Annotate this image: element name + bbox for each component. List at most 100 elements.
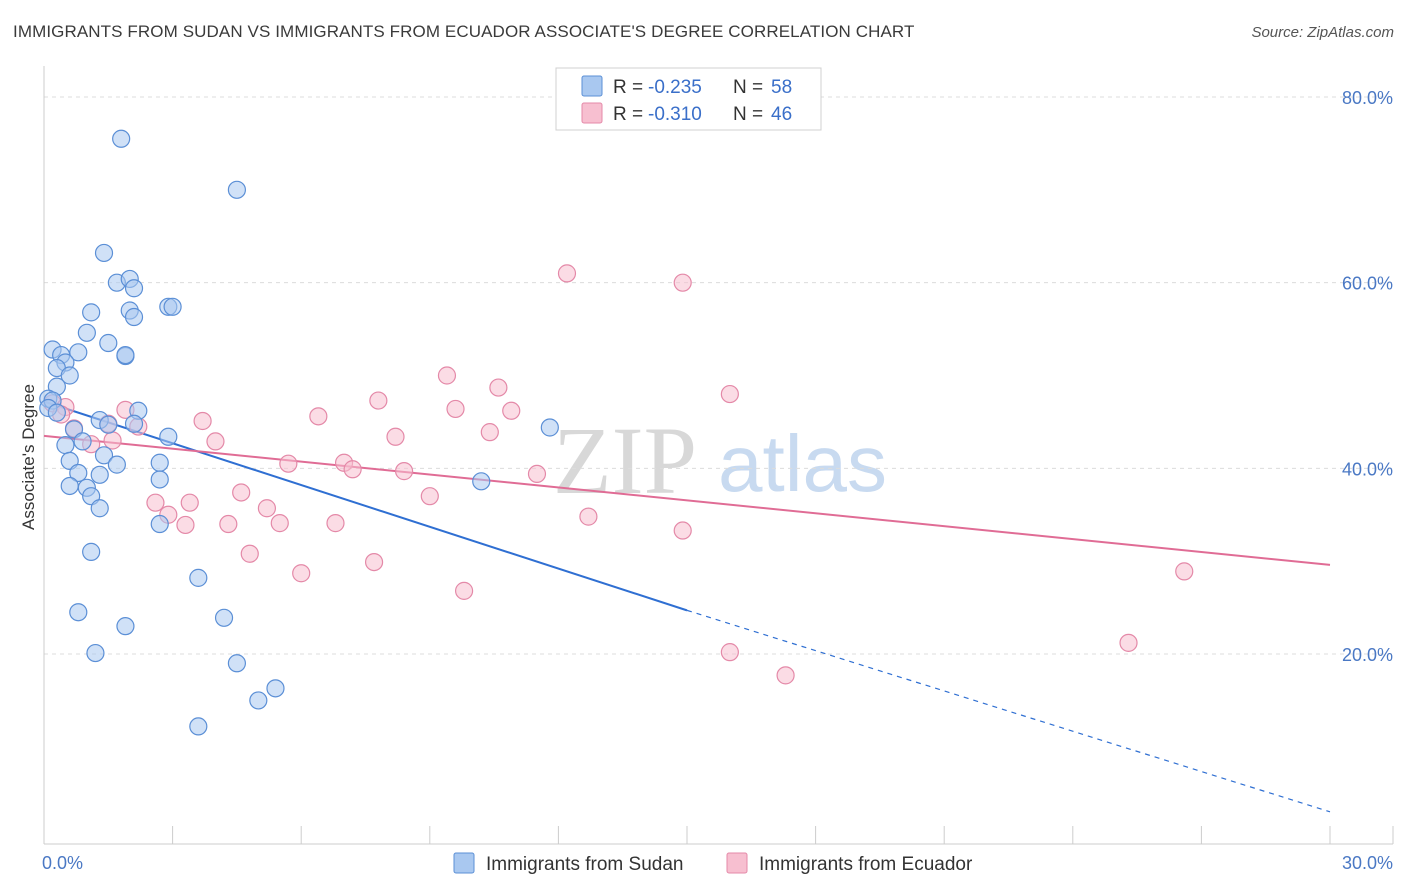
data-point-ecuador-35 [176,515,195,535]
data-point-ecuador-46 [1119,633,1138,652]
data-point-ecuador-40 [364,552,384,572]
watermark-zip: ZIP [553,407,697,514]
x-tick-label-min: 0.0% [42,853,83,873]
source-label: Source: ZipAtlas.com [1251,24,1394,41]
data-point-sudan-17 [116,345,135,365]
data-point-sudan-34 [94,446,114,465]
data-point-ecuador-13 [193,411,212,431]
data-point-sudan-52 [86,643,105,663]
correlation-legend: R = -0.235 N = 58 R = -0.310 N = 46 [555,67,822,131]
data-point-sudan-55 [249,691,268,710]
data-point-ecuador-37 [326,514,345,533]
data-point-ecuador-31 [257,499,277,518]
data-point-ecuador-17 [480,423,499,442]
data-point-ecuador-7 [446,399,465,419]
data-point-ecuador-26 [527,464,547,484]
legend-r-value-sudan: -0.235 [648,77,702,98]
legend-n-label-ecuador: N = [733,104,763,125]
legend-n-label-sudan: N = [733,77,763,98]
data-point-sudan-2 [94,243,114,263]
data-point-ecuador-29 [146,493,165,512]
data-point-sudan-57 [540,418,559,437]
y-axis-label: Associate's Degree [19,384,38,530]
data-point-sudan-25 [47,403,66,422]
y-tick-label-80: 80.0% [1342,88,1393,108]
series-legend-sudan: Immigrants from Sudan [486,854,683,875]
y-tick-label-20: 20.0% [1342,645,1393,665]
data-point-ecuador-1 [673,273,692,292]
data-point-ecuador-4 [369,391,388,410]
data-point-ecuador-24 [343,460,362,479]
trend-lines [43,400,1331,813]
data-point-sudan-12 [99,333,118,353]
data-point-sudan-28 [124,414,144,433]
data-point-sudan-33 [56,436,75,455]
data-point-sudan-29 [99,415,118,434]
data-point-ecuador-43 [1175,562,1194,581]
data-point-sudan-8 [82,303,101,322]
data-point-ecuador-34 [219,514,238,534]
data-point-sudan-10 [124,307,144,327]
data-points [39,129,1194,736]
data-point-sudan-31 [159,427,178,446]
data-point-sudan-1 [227,180,246,199]
series-legend-swatch-sudan [453,852,475,874]
data-point-sudan-37 [150,453,169,472]
trend-line-sudan-extrapolated [686,609,1331,813]
data-point-sudan-56 [189,717,208,736]
data-point-ecuador-0 [557,264,577,283]
legend-n-value-ecuador: 46 [771,104,792,125]
data-point-ecuador-44 [720,643,739,662]
legend-n-value-sudan: 58 [771,77,792,98]
data-point-ecuador-5 [720,384,739,404]
data-point-sudan-20 [60,366,79,385]
data-point-sudan-48 [189,568,208,587]
series-legend-ecuador: Immigrants from Ecuador [759,854,973,875]
data-point-sudan-39 [90,465,109,484]
data-point-sudan-40 [150,470,169,489]
x-tick-label-max: 30.0% [1342,853,1393,873]
data-point-ecuador-19 [103,431,122,450]
data-point-ecuador-18 [386,427,405,446]
chart-title: IMMIGRANTS FROM SUDAN VS IMMIGRANTS FROM… [13,22,915,41]
data-point-sudan-7 [163,297,182,316]
data-point-ecuador-30 [180,493,199,512]
data-point-sudan-53 [227,654,246,673]
data-point-sudan-51 [214,608,234,627]
data-point-sudan-5 [124,279,144,298]
data-point-sudan-49 [69,603,88,622]
series-legend: Immigrants from Sudan Immigrants from Ec… [453,852,973,875]
data-point-ecuador-39 [240,544,259,563]
data-point-ecuador-2 [437,366,457,385]
data-point-sudan-36 [107,455,126,474]
data-point-ecuador-3 [489,378,508,397]
data-point-ecuador-38 [673,521,692,540]
data-point-ecuador-36 [270,514,289,533]
legend-swatch-ecuador [581,102,603,124]
data-point-ecuador-9 [309,407,328,426]
data-point-sudan-45 [90,499,109,518]
data-point-sudan-32 [73,432,92,451]
trend-line-ecuador [43,434,1331,566]
data-point-ecuador-33 [579,507,598,526]
tick-labels: 20.0% 40.0% 60.0% 80.0% 0.0% 30.0% [42,88,1393,873]
y-tick-label-60: 60.0% [1342,274,1393,294]
data-point-ecuador-28 [420,487,439,506]
data-point-sudan-54 [266,679,285,698]
data-point-sudan-41 [472,472,491,491]
legend-r-label-sudan: R = [613,77,643,98]
data-point-ecuador-41 [292,564,311,583]
data-point-ecuador-27 [232,483,251,502]
legend-swatch-sudan [581,75,603,97]
data-point-ecuador-25 [394,462,414,481]
data-point-sudan-50 [116,617,135,636]
data-point-ecuador-45 [776,666,795,685]
data-point-ecuador-22 [279,454,298,473]
series-legend-swatch-ecuador [726,852,748,874]
data-point-sudan-38 [69,463,88,483]
watermark-atlas: atlas [718,419,887,508]
data-point-sudan-42 [60,476,79,496]
trend-line-sudan [43,400,688,612]
data-point-ecuador-42 [454,581,474,600]
